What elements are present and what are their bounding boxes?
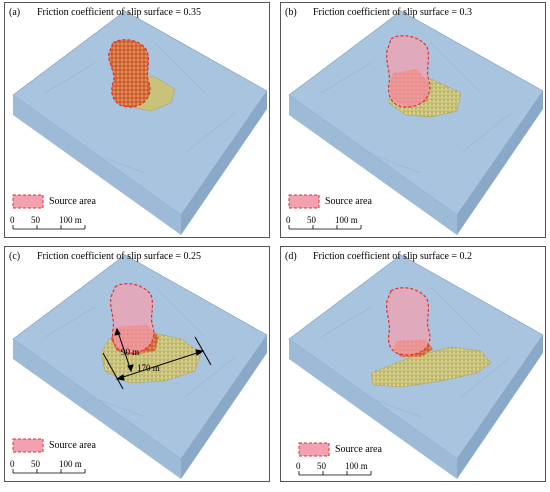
panel-c: (c) Friction coefficient of slip surface… bbox=[4, 246, 270, 482]
panel-label: (b) bbox=[285, 7, 297, 18]
panel-title: Friction coefficient of slip surface = 0… bbox=[37, 7, 202, 18]
dimension-length-label: 170 m bbox=[137, 363, 160, 373]
scale-tick-0: 0 bbox=[10, 459, 15, 469]
terrain-side-right bbox=[457, 335, 543, 479]
panel-a: (a) Friction coefficient of slip surface… bbox=[4, 2, 270, 238]
source-area bbox=[385, 287, 431, 356]
panel-title: Friction coefficient of slip surface = 0… bbox=[313, 251, 473, 262]
scale-bar bbox=[288, 225, 362, 230]
deposit-area bbox=[370, 346, 492, 388]
scale-tick-50: 50 bbox=[31, 215, 40, 225]
legend-label: Source area bbox=[49, 196, 96, 207]
scale-tick-100: 100 m bbox=[335, 215, 358, 225]
terrain-side-right bbox=[181, 91, 267, 235]
source-area bbox=[108, 39, 151, 108]
panel-label: (d) bbox=[285, 251, 297, 262]
panel-title: Friction coefficient of slip surface = 0… bbox=[37, 251, 202, 262]
legend-swatch bbox=[12, 194, 44, 209]
legend-swatch bbox=[288, 194, 320, 209]
legend-swatch bbox=[12, 438, 44, 453]
scale-tick-0: 0 bbox=[10, 215, 15, 225]
scale-bar bbox=[298, 471, 372, 476]
terrain-side-left bbox=[289, 339, 457, 479]
scale-bar bbox=[12, 225, 86, 230]
legend-swatch bbox=[298, 442, 330, 457]
scale-tick-100: 100 m bbox=[345, 461, 368, 471]
terrain-side-left bbox=[13, 95, 181, 235]
scale-tick-0: 0 bbox=[296, 461, 301, 471]
scale-tick-50: 50 bbox=[307, 215, 316, 225]
terrain-side-right bbox=[457, 91, 543, 235]
scale-bar bbox=[12, 469, 86, 474]
scale-tick-50: 50 bbox=[31, 459, 40, 469]
terrain-side-right bbox=[181, 335, 267, 479]
terrain-figure-b bbox=[288, 10, 544, 235]
panel-d: (d) Friction coefficient of slip surface… bbox=[280, 246, 546, 482]
terrain-top bbox=[12, 10, 268, 216]
legend-label: Source area bbox=[335, 444, 382, 455]
terrain-figure-d bbox=[288, 254, 544, 479]
legend-label: Source area bbox=[49, 440, 96, 451]
panel-label: (c) bbox=[9, 251, 21, 262]
terrain-side-left bbox=[13, 339, 181, 479]
source-area bbox=[109, 283, 155, 354]
dimension-width-label: 90 m bbox=[121, 347, 140, 357]
scale-tick-0: 0 bbox=[286, 215, 291, 225]
panel-label: (a) bbox=[9, 7, 21, 18]
terrain-figure-c bbox=[12, 254, 268, 479]
terrain-figure-a bbox=[12, 10, 268, 235]
dimension-length bbox=[102, 336, 212, 390]
panel-title: Friction coefficient of slip surface = 0… bbox=[313, 7, 473, 18]
terrain-side-left bbox=[289, 95, 457, 235]
panel-b: (b) Friction coefficient of slip surface… bbox=[280, 2, 546, 238]
legend-label: Source area bbox=[325, 196, 372, 207]
scale-tick-50: 50 bbox=[317, 461, 326, 471]
dimension-width bbox=[114, 327, 134, 373]
source-area bbox=[385, 35, 431, 108]
scale-tick-100: 100 m bbox=[59, 215, 82, 225]
scale-tick-100: 100 m bbox=[59, 459, 82, 469]
